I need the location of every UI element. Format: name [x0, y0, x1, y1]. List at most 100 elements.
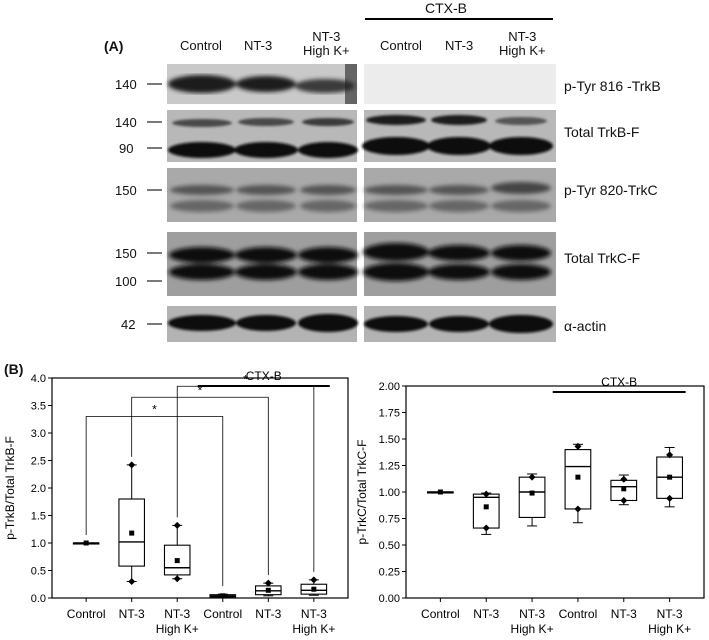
y-axis-label: p-TrkC/Total TrkC-F — [355, 440, 369, 545]
significance-bracket — [176, 385, 315, 572]
y-tick-label: 2.00 — [379, 381, 400, 393]
data-point — [620, 475, 628, 483]
chart-ptrkc: 0.00 0.25 0.50 0.75 1.00 1.25 1.50 1.75 2.00 p-Tr… — [355, 375, 705, 636]
marker-150-ptrkc: 150 — [115, 183, 137, 198]
significance-bracket — [131, 396, 269, 576]
blot-ptrkc-right — [364, 168, 556, 222]
panel-a-letter: (A) — [104, 38, 124, 54]
mean-marker — [265, 587, 271, 593]
mean-marker — [83, 540, 89, 546]
mean-marker — [621, 486, 627, 492]
data-point — [128, 578, 136, 585]
x-tick-label: Control — [67, 607, 106, 621]
box — [518, 476, 546, 518]
mean-marker — [575, 474, 581, 480]
mean-marker — [529, 490, 535, 496]
data-point — [128, 461, 136, 469]
y-tick-label: 0.50 — [379, 540, 400, 552]
blot-trkc-left — [167, 232, 357, 296]
y-tick-label: 1.25 — [379, 461, 400, 473]
significance-star: * — [152, 403, 157, 417]
y-tick-label: 0.00 — [379, 593, 400, 605]
data-point — [482, 490, 490, 498]
marker-ticks — [147, 83, 162, 325]
x-tick-label: NT-3 — [473, 607, 499, 621]
marker-140-trkb: 140 — [115, 115, 137, 130]
mean-marker — [311, 586, 317, 592]
data-point — [173, 521, 181, 529]
box — [163, 544, 191, 576]
row-name-actin: α-actin — [564, 318, 607, 334]
y-tick-label: 3.0 — [31, 428, 46, 440]
significance-star: * — [198, 383, 203, 397]
mean-marker — [483, 504, 489, 510]
box — [118, 498, 145, 567]
marker-90-trkb: 90 — [119, 141, 134, 156]
mean-marker — [129, 530, 135, 536]
y-tick-label: 4.0 — [31, 373, 46, 385]
data-point — [310, 576, 318, 584]
y-axis-label: p-TrkB/Total TrkB-F — [3, 436, 17, 540]
box — [300, 583, 328, 595]
lane-label-ctx-nt3: NT-3 — [445, 38, 474, 53]
data-point — [482, 524, 490, 532]
data-point — [574, 442, 582, 450]
y-tick-label: 3.5 — [31, 401, 46, 413]
x-tick-label: NT-3 — [164, 607, 190, 621]
row-name-ptrkc: p-Tyr 820-TrkC — [564, 182, 658, 198]
chart-ptrkb: 0.0 0.5 1.0 1.5 2.0 2.5 3.0 3.5 4.0 p-TrkB/Total … — [3, 369, 349, 636]
y-tick-label: 1.0 — [31, 538, 46, 550]
y-tick-label: 1.50 — [379, 434, 400, 446]
significance-star: * — [243, 372, 248, 386]
lane-label-ctx-nt3-highk: NT-3 High K+ — [499, 29, 546, 58]
blot-ptrkb-right — [364, 64, 556, 104]
y-tick-label: 0.5 — [31, 566, 46, 578]
lane-label-control: Control — [180, 38, 222, 53]
mean-marker — [174, 558, 180, 564]
ctx-b-bar-a — [365, 18, 553, 20]
lane-label-ctx-control: Control — [380, 38, 422, 53]
western-blot-image — [147, 64, 556, 342]
marker-100-trkc: 100 — [115, 274, 137, 289]
x-tick-label: NT-3 — [301, 607, 327, 621]
marker-42-actin: 42 — [121, 317, 136, 332]
plot-frame — [51, 377, 349, 599]
y-tick-label: 1.75 — [379, 408, 400, 420]
data-point — [666, 494, 674, 502]
ctx-b-label-a: CTX-B — [425, 0, 467, 16]
significance-bracket — [85, 416, 224, 587]
x-tick-label: NT-3 — [519, 607, 545, 621]
x-tick-label: High K+ — [511, 622, 554, 636]
y-tick-label: 0.25 — [379, 567, 400, 579]
y-tick-label: 2.5 — [31, 456, 46, 468]
mean-marker — [667, 474, 673, 480]
panel-b-letter: (B) — [4, 361, 24, 377]
data-point — [620, 496, 628, 504]
box — [472, 493, 500, 529]
y-tick-label: 0.75 — [379, 514, 400, 526]
data-point — [264, 579, 272, 587]
x-tick-label: NT-3 — [611, 607, 637, 621]
data-point — [528, 473, 536, 481]
x-tick-label: Control — [203, 607, 242, 621]
marker-150-trkc: 150 — [115, 246, 137, 261]
data-point — [173, 575, 181, 583]
row-name-trkb: Total TrkB-F — [564, 124, 640, 140]
y-tick-label: 0.0 — [31, 593, 46, 605]
blot-ptrkc-left — [167, 168, 357, 222]
y-tick-label: 2.0 — [31, 483, 46, 495]
x-tick-label: NT-3 — [119, 607, 145, 621]
x-tick-label: NT-3 — [255, 607, 281, 621]
mean-marker — [437, 489, 443, 495]
x-tick-label: High K+ — [292, 622, 335, 636]
x-tick-label: NT-3 — [657, 607, 683, 621]
y-tick-label: 1.5 — [31, 511, 46, 523]
x-tick-label: High K+ — [156, 622, 199, 636]
x-tick-label: Control — [421, 607, 460, 621]
ctx-b-label: CTX-B — [601, 375, 637, 389]
marker-140-ptrkb: 140 — [115, 77, 137, 92]
data-point — [666, 451, 674, 459]
x-tick-label: High K+ — [648, 622, 691, 636]
row-name-ptrkb: p-Tyr 816 -TrkB — [564, 78, 661, 94]
data-point — [574, 505, 582, 513]
